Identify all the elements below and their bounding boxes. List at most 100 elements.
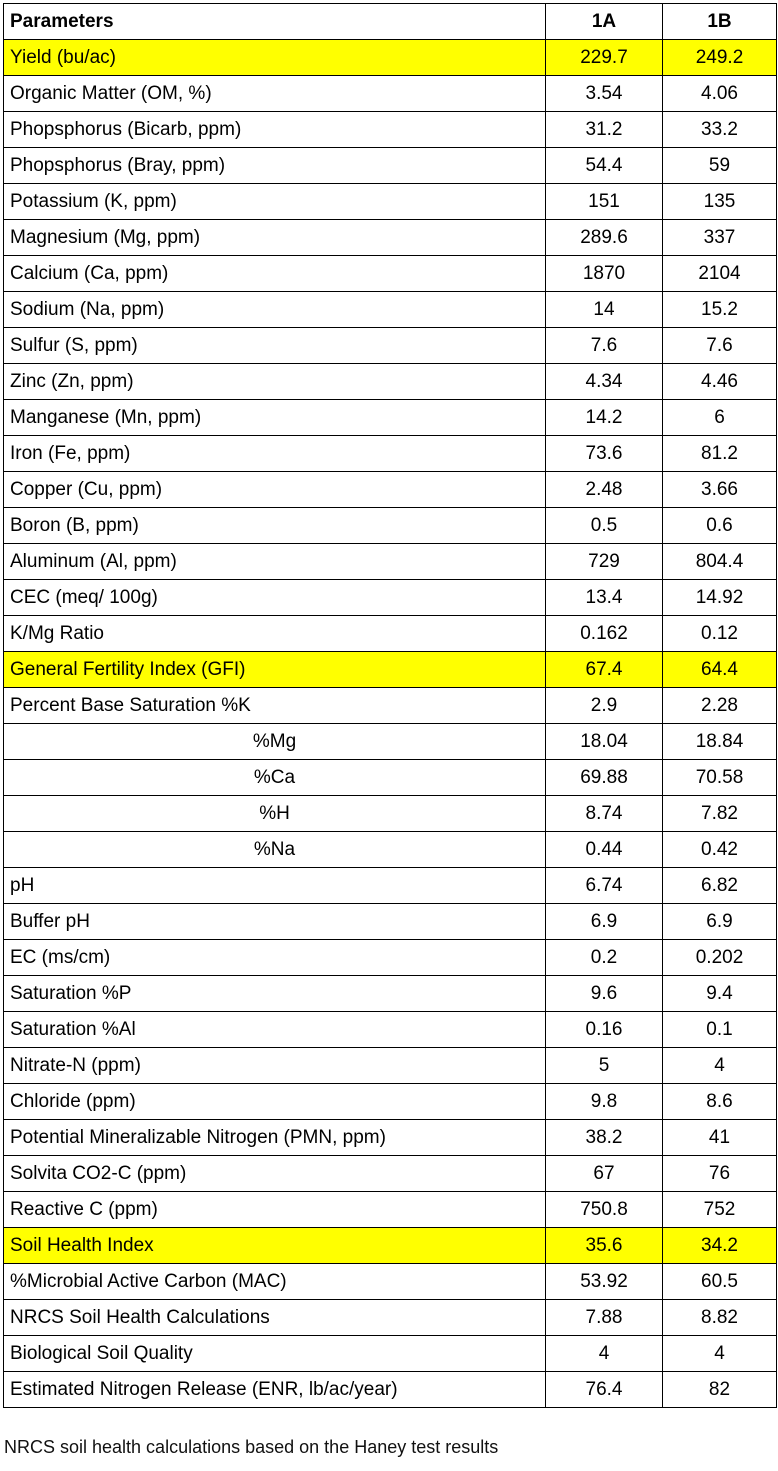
- parameter-cell: CEC (meq/ 100g): [3, 579, 546, 616]
- value-cell: 7.6: [545, 327, 663, 364]
- value-cell: 34.2: [662, 1227, 777, 1264]
- table-row: K/Mg Ratio 0.162 0.12: [3, 615, 777, 652]
- value-cell: 0.202: [662, 939, 777, 976]
- value-cell: 0.1: [662, 1011, 777, 1048]
- parameter-cell: Percent Base Saturation %K: [3, 687, 546, 724]
- value-cell: 0.6: [662, 507, 777, 544]
- value-cell: 289.6: [545, 219, 663, 256]
- table-row: Potential Mineralizable Nitrogen (PMN, p…: [3, 1119, 777, 1156]
- table-row: pH 6.74 6.82: [3, 867, 777, 904]
- parameter-cell: EC (ms/cm): [3, 939, 546, 976]
- value-cell: 6.9: [545, 903, 663, 940]
- parameter-cell: Solvita CO2-C (ppm): [3, 1155, 546, 1192]
- table-row: Phopsphorus (Bicarb, ppm) 31.2 33.2: [3, 111, 777, 148]
- value-cell: 18.04: [545, 723, 663, 760]
- value-cell: 4: [662, 1047, 777, 1084]
- value-cell: 750.8: [545, 1191, 663, 1228]
- table-row: %Na 0.44 0.42: [3, 831, 777, 868]
- value-cell: 0.162: [545, 615, 663, 652]
- parameter-cell: Yield (bu/ac): [3, 39, 546, 76]
- value-cell: 3.66: [662, 471, 777, 508]
- value-cell: 229.7: [545, 39, 663, 76]
- table-row: CEC (meq/ 100g) 13.4 14.92: [3, 579, 777, 616]
- value-cell: 31.2: [545, 111, 663, 148]
- value-cell: 0.16: [545, 1011, 663, 1048]
- parameter-cell: Chloride (ppm): [3, 1083, 546, 1120]
- value-cell: 38.2: [545, 1119, 663, 1156]
- value-cell: 0.44: [545, 831, 663, 868]
- value-cell: 7.6: [662, 327, 777, 364]
- table-row: Buffer pH 6.9 6.9: [3, 903, 777, 940]
- parameter-cell: Magnesium (Mg, ppm): [3, 219, 546, 256]
- value-cell: 4: [662, 1335, 777, 1372]
- parameter-cell: Buffer pH: [3, 903, 546, 940]
- value-cell: 8.74: [545, 795, 663, 832]
- value-cell: 8.6: [662, 1083, 777, 1120]
- table-row: Potassium (K, ppm) 151 135: [3, 183, 777, 220]
- value-cell: 0.12: [662, 615, 777, 652]
- parameter-cell: Estimated Nitrogen Release (ENR, lb/ac/y…: [3, 1371, 546, 1408]
- value-cell: 6: [662, 399, 777, 436]
- value-cell: 69.88: [545, 759, 663, 796]
- value-cell: 1870: [545, 255, 663, 292]
- value-cell: 35.6: [545, 1227, 663, 1264]
- value-cell: 76.4: [545, 1371, 663, 1408]
- value-cell: 6.82: [662, 867, 777, 904]
- value-cell: 7.88: [545, 1299, 663, 1336]
- parameter-cell: General Fertility Index (GFI): [3, 651, 546, 688]
- parameter-cell: Saturation %Al: [3, 1011, 546, 1048]
- value-cell: 3.54: [545, 75, 663, 112]
- soil-table: Parameters 1A 1B Yield (bu/ac) 229.7 249.2…: [3, 3, 777, 1408]
- table-row: Reactive C (ppm) 750.8 752: [3, 1191, 777, 1228]
- value-cell: 73.6: [545, 435, 663, 472]
- value-cell: 0.42: [662, 831, 777, 868]
- table-row: Sulfur (S, ppm) 7.6 7.6: [3, 327, 777, 364]
- value-cell: 2.9: [545, 687, 663, 724]
- parameter-cell: Organic Matter (OM, %): [3, 75, 546, 112]
- value-cell: 67.4: [545, 651, 663, 688]
- value-cell: 54.4: [545, 147, 663, 184]
- value-cell: 14: [545, 291, 663, 328]
- value-cell: 337: [662, 219, 777, 256]
- parameter-cell: K/Mg Ratio: [3, 615, 546, 652]
- parameter-cell: Potential Mineralizable Nitrogen (PMN, p…: [3, 1119, 546, 1156]
- table-row: Nitrate-N (ppm) 5 4: [3, 1047, 777, 1084]
- value-cell: 82: [662, 1371, 777, 1408]
- value-cell: 151: [545, 183, 663, 220]
- table-row: Aluminum (Al, ppm) 729 804.4: [3, 543, 777, 580]
- value-cell: 33.2: [662, 111, 777, 148]
- value-cell: 5: [545, 1047, 663, 1084]
- table-row: Soil Health Index 35.6 34.2: [3, 1227, 777, 1264]
- value-cell: 4.06: [662, 75, 777, 112]
- table-row: %Ca 69.88 70.58: [3, 759, 777, 796]
- value-cell: 18.84: [662, 723, 777, 760]
- table-row: Manganese (Mn, ppm) 14.2 6: [3, 399, 777, 436]
- parameter-cell: Reactive C (ppm): [3, 1191, 546, 1228]
- value-cell: 9.8: [545, 1083, 663, 1120]
- table-row: %H 8.74 7.82: [3, 795, 777, 832]
- parameter-cell: Manganese (Mn, ppm): [3, 399, 546, 436]
- value-cell: 249.2: [662, 39, 777, 76]
- value-cell: 729: [545, 543, 663, 580]
- table-row: Phopsphorus (Bray, ppm) 54.4 59: [3, 147, 777, 184]
- value-cell: 76: [662, 1155, 777, 1192]
- value-cell: 135: [662, 183, 777, 220]
- value-cell: 81.2: [662, 435, 777, 472]
- table-row: Saturation %Al 0.16 0.1: [3, 1011, 777, 1048]
- parameter-cell: Saturation %P: [3, 975, 546, 1012]
- parameter-cell: Boron (B, ppm): [3, 507, 546, 544]
- parameter-cell: Sulfur (S, ppm): [3, 327, 546, 364]
- value-cell: 9.6: [545, 975, 663, 1012]
- parameter-cell: %Microbial Active Carbon (MAC): [3, 1263, 546, 1300]
- parameter-cell: Calcium (Ca, ppm): [3, 255, 546, 292]
- parameter-cell: pH: [3, 867, 546, 904]
- table-row: Calcium (Ca, ppm) 1870 2104: [3, 255, 777, 292]
- value-cell: 14.2: [545, 399, 663, 436]
- table-row: Zinc (Zn, ppm) 4.34 4.46: [3, 363, 777, 400]
- value-cell: 70.58: [662, 759, 777, 796]
- table-row: %Mg 18.04 18.84: [3, 723, 777, 760]
- value-cell: 41: [662, 1119, 777, 1156]
- table-row: EC (ms/cm) 0.2 0.202: [3, 939, 777, 976]
- value-cell: 8.82: [662, 1299, 777, 1336]
